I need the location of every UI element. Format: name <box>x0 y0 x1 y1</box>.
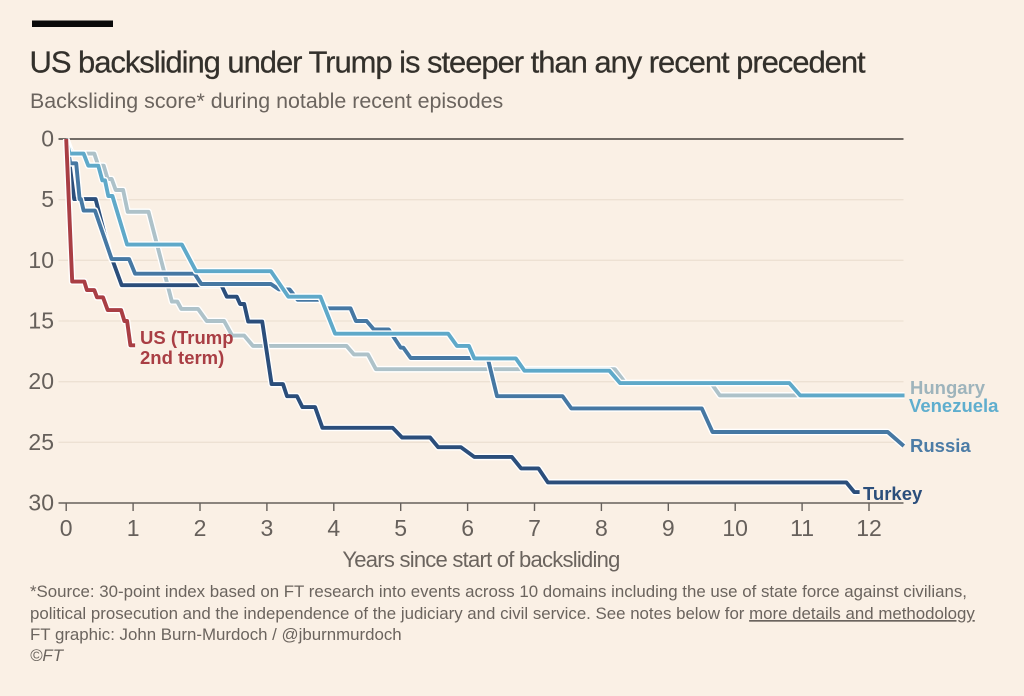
svg-text:11: 11 <box>790 515 814 541</box>
svg-text:5: 5 <box>394 515 407 541</box>
svg-text:15: 15 <box>28 308 54 334</box>
svg-text:Turkey: Turkey <box>863 483 923 504</box>
svg-text:Venezuela: Venezuela <box>909 395 999 416</box>
svg-text:30: 30 <box>28 490 54 516</box>
svg-text:8: 8 <box>595 515 608 541</box>
svg-text:©FT: ©FT <box>30 646 65 665</box>
svg-text:0: 0 <box>41 126 54 152</box>
svg-text:4: 4 <box>327 515 340 541</box>
svg-text:political prosecution and the: political prosecution and the independen… <box>30 604 975 623</box>
svg-text:9: 9 <box>662 515 675 541</box>
svg-text:10: 10 <box>722 515 748 541</box>
svg-text:25: 25 <box>28 429 54 455</box>
svg-text:Russia: Russia <box>910 435 971 456</box>
svg-text:US backsliding under Trump is: US backsliding under Trump is steeper th… <box>30 45 867 80</box>
svg-text:Years since start of backslidi: Years since start of backsliding <box>342 547 619 572</box>
svg-text:1: 1 <box>127 515 140 541</box>
svg-text:6: 6 <box>461 515 474 541</box>
svg-text:Hungary: Hungary <box>910 377 986 398</box>
svg-text:3: 3 <box>261 515 274 541</box>
svg-text:12: 12 <box>856 515 882 541</box>
svg-text:10: 10 <box>28 247 54 273</box>
svg-text:5: 5 <box>41 186 54 212</box>
svg-text:Backsliding score* during nota: Backsliding score* during notable recent… <box>30 89 503 113</box>
svg-text:*Source: 30-point index based: *Source: 30-point index based on FT rese… <box>30 582 967 601</box>
svg-text:US (Trump: US (Trump <box>140 327 234 348</box>
svg-text:2: 2 <box>194 515 207 541</box>
svg-text:0: 0 <box>60 515 73 541</box>
svg-text:2nd term): 2nd term) <box>140 347 224 368</box>
svg-text:FT graphic: John Burn-Murdoch: FT graphic: John Burn-Murdoch / @jburnmu… <box>30 625 402 644</box>
svg-text:7: 7 <box>528 515 541 541</box>
svg-text:20: 20 <box>28 368 54 394</box>
